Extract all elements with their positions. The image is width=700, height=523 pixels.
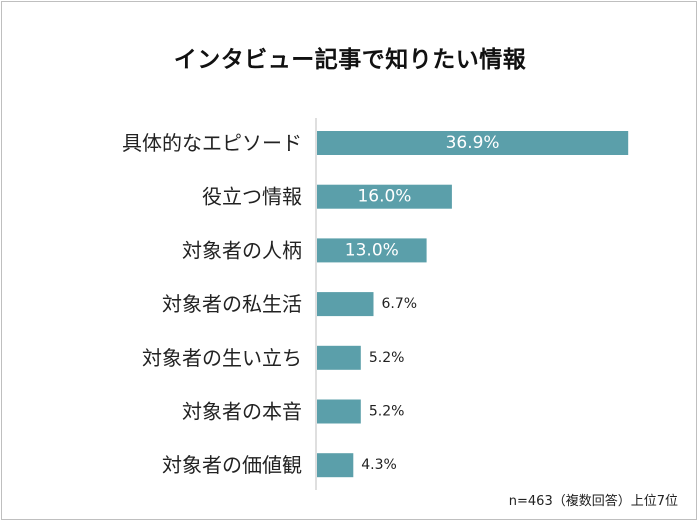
value-label: 5.2%	[369, 350, 405, 366]
value-label: 16.0%	[357, 187, 411, 207]
bar	[317, 399, 361, 424]
bar	[317, 184, 452, 209]
sample-note: n=463（複数回答）上位7位	[508, 494, 678, 509]
value-label: 13.0%	[345, 240, 399, 260]
category-label: 対象者の私生活	[162, 292, 302, 316]
bar	[317, 345, 361, 370]
category-label: 対象者の生い立ち	[142, 346, 302, 370]
value-label: 4.3%	[361, 457, 397, 473]
bar	[317, 453, 354, 478]
value-label: 5.2%	[369, 404, 405, 420]
category-label: 対象者の本音	[182, 400, 302, 424]
category-label: 対象者の価値観	[162, 453, 302, 477]
value-label: 36.9%	[446, 133, 500, 153]
chart-title: インタビュー記事で知りたい情報	[173, 47, 527, 73]
value-label: 6.7%	[381, 296, 417, 312]
bar	[317, 238, 427, 263]
bar	[317, 131, 629, 155]
category-label: 対象者の人柄	[182, 238, 302, 262]
category-label: 具体的なエピソード	[122, 131, 302, 155]
category-label: 役立つ情報	[202, 185, 302, 209]
bar	[317, 292, 374, 317]
